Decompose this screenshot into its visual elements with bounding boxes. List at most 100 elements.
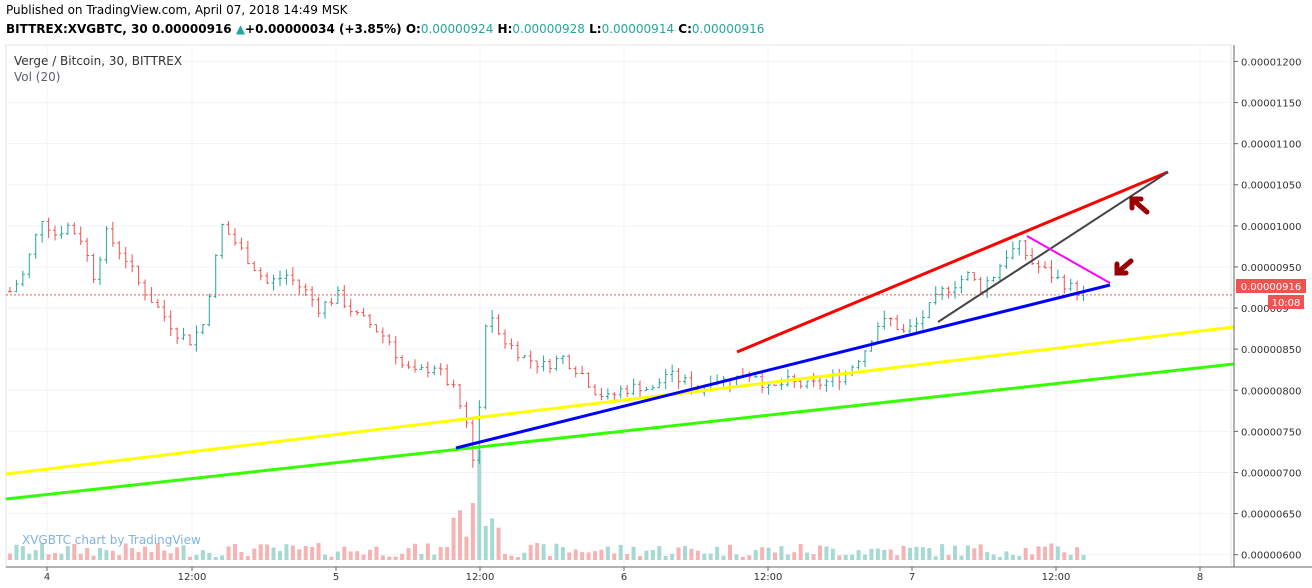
volume-bar: [470, 503, 475, 560]
price-change: +0.00000034 (+3.85%): [245, 22, 402, 36]
volume-bar: [747, 555, 752, 560]
volume-bar: [940, 544, 945, 560]
volume-bar: [1068, 554, 1073, 560]
arrow-icon: [1129, 196, 1150, 215]
volume-bar: [843, 554, 848, 560]
volume-bar: [901, 545, 906, 560]
volume-bar: [380, 555, 385, 560]
price-tag: 0.00000916 10:08: [1236, 279, 1306, 309]
volume-bar: [593, 551, 597, 560]
volume-bar: [14, 544, 19, 560]
volume-bar: [548, 556, 552, 560]
volume-bar: [1043, 546, 1047, 560]
volume-bar: [605, 546, 610, 560]
volume-bar: [985, 552, 990, 560]
watermark: XVGBTC chart by TradingView: [22, 533, 201, 547]
volume-bar: [445, 547, 450, 560]
volume-bar: [458, 510, 462, 560]
volume-bar: [284, 544, 289, 560]
volume-bar: [432, 554, 437, 560]
volume-bar: [1017, 556, 1022, 560]
volume-bar: [490, 518, 495, 560]
y-tick-label: 0.00001150: [1241, 99, 1301, 110]
volume-bar: [638, 556, 642, 560]
volume-bar: [477, 450, 482, 560]
volume-bar: [573, 549, 578, 560]
volume-bar: [908, 547, 912, 560]
volume-bar: [965, 545, 970, 560]
volume-bar: [220, 555, 225, 560]
volume-bar: [239, 551, 244, 560]
magenta-trendline[interactable]: [1026, 235, 1111, 284]
volume-bar: [580, 552, 585, 560]
volume-bar: [117, 555, 122, 560]
volume-bar: [8, 553, 12, 560]
volume-bar: [200, 550, 205, 560]
volume-bar: [734, 554, 739, 560]
trend-drawings[interactable]: [5, 170, 1235, 501]
volume-bar: [297, 549, 302, 560]
volume-bar: [1030, 554, 1035, 560]
volume-bar: [136, 551, 141, 560]
volume-bar: [785, 554, 790, 560]
volume-bar: [933, 556, 938, 560]
volume-bar: [143, 546, 147, 560]
volume-bar: [998, 556, 1002, 560]
red-trendline[interactable]: [736, 170, 1169, 354]
volume-bar: [335, 551, 340, 560]
y-axis: 0.00001200 0.00001150 0.00001100 0.00001050…: [1233, 45, 1301, 567]
volume-bar: [535, 543, 540, 560]
volume-bar: [1010, 554, 1015, 560]
y-tick-label: 0.00000650: [1241, 510, 1301, 521]
volume-bar: [393, 556, 398, 560]
x-tick-label: 12:00: [754, 572, 783, 583]
x-tick-label: 4: [44, 572, 50, 583]
y-tick-label: 0.000009: [1241, 304, 1289, 315]
close-value: 0.00000916: [691, 22, 765, 36]
green-trendline[interactable]: [5, 362, 1235, 501]
volume-bar: [290, 545, 295, 560]
volume-bar: [914, 546, 919, 560]
volume-bar: [85, 547, 90, 560]
volume-bar: [972, 548, 977, 560]
volume-bar: [123, 543, 128, 560]
volume-bar: [753, 550, 758, 560]
volume-bar: [811, 554, 816, 560]
volume-bar: [850, 554, 855, 560]
volume-bar: [1081, 555, 1086, 560]
volume-bar: [245, 556, 250, 560]
volume-bar: [1075, 547, 1080, 560]
volume-bar: [400, 553, 405, 560]
volume-bar: [586, 552, 591, 560]
volume-bar: [310, 546, 315, 560]
volume-bar: [863, 554, 867, 560]
volume-bar: [303, 546, 308, 560]
blue-trendline[interactable]: [455, 283, 1111, 450]
x-tick-label: 6: [621, 572, 627, 583]
volume-bar: [20, 546, 25, 560]
yellow-trendline[interactable]: [5, 325, 1235, 476]
volume-bar: [554, 543, 559, 560]
volume-bar: [644, 550, 649, 560]
volume-bar: [78, 553, 83, 560]
y-tick-label: 0.00001000: [1241, 222, 1301, 233]
volume-bar: [689, 548, 694, 560]
y-tick-label: 0.00001050: [1241, 181, 1301, 192]
volume-bar: [361, 554, 366, 560]
chart-legend: Verge / Bitcoin, 30, BITTREX Vol (20): [14, 53, 182, 85]
volume-bar: [773, 552, 777, 560]
volume-bar: [618, 544, 623, 560]
volume-bar: [368, 549, 372, 560]
volume-bar: [946, 555, 951, 560]
volume-bar: [1023, 548, 1028, 560]
volume-bar: [72, 544, 77, 560]
volume-bar: [541, 544, 546, 560]
volume-bar: [226, 546, 231, 560]
x-axis: 4 12:00 5 12:00 6 12:00 7 12:00 8: [6, 566, 1312, 583]
y-tick-label: 0.00000750: [1241, 427, 1301, 438]
volume-bar: [155, 543, 160, 560]
volume-bar: [355, 551, 360, 560]
volume-bar: [991, 554, 996, 560]
volume-bar: [676, 547, 681, 560]
